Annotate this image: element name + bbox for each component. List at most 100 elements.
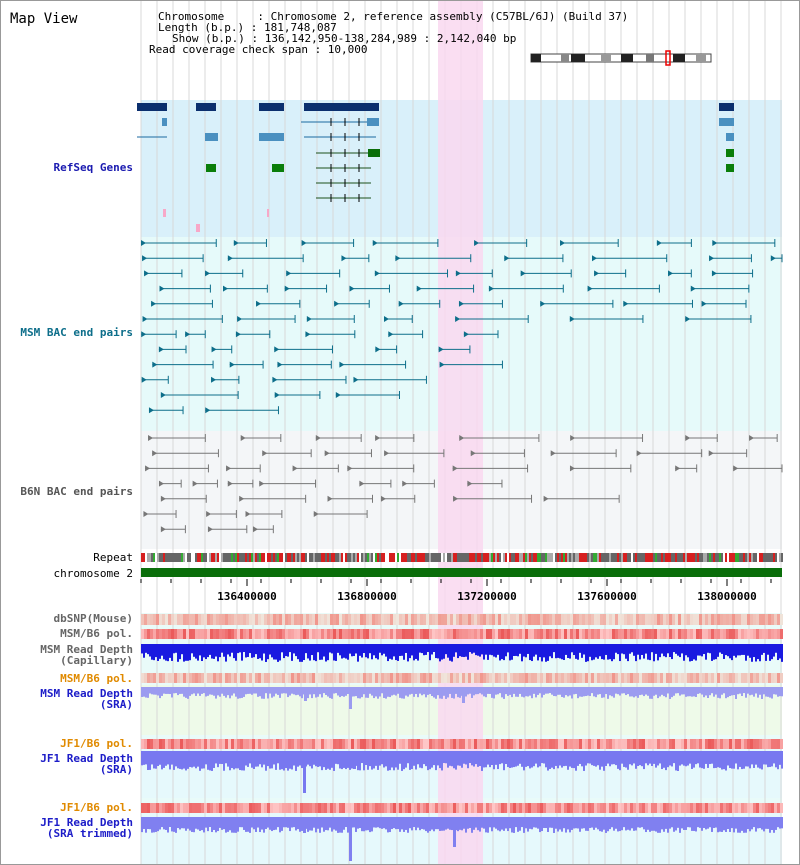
heat-cell — [678, 673, 681, 683]
repeat-block — [601, 553, 603, 562]
read-depth-bar — [185, 817, 187, 831]
read-depth-bar — [565, 687, 567, 696]
heat-cell — [336, 614, 339, 625]
bac-end-marker — [359, 480, 365, 487]
repeat-block — [339, 553, 341, 562]
read-depth-bar — [521, 687, 523, 697]
repeat-block — [193, 553, 195, 562]
heat-cell — [537, 673, 540, 683]
read-depth-bar — [715, 751, 717, 768]
heat-cell — [750, 739, 753, 749]
heat-cell — [189, 629, 192, 639]
read-depth-bar — [711, 644, 713, 661]
read-depth-bar — [725, 687, 727, 699]
read-depth-bar — [461, 644, 463, 657]
heat-cell — [477, 803, 480, 813]
read-depth-bar — [775, 644, 777, 653]
heat-cell — [327, 614, 330, 625]
heat-cell — [681, 673, 684, 683]
read-depth-bar — [483, 644, 485, 660]
read-depth-bar — [529, 751, 531, 769]
read-depth-bar — [479, 817, 481, 832]
heat-cell — [627, 739, 630, 749]
read-depth-bar — [403, 817, 405, 832]
heat-cell — [576, 614, 579, 625]
heat-cell — [342, 629, 345, 639]
read-depth-bar — [377, 687, 379, 699]
read-depth-bar — [195, 644, 197, 659]
bac-end-marker — [463, 331, 469, 338]
heat-cell — [714, 629, 717, 639]
heat-cell — [330, 614, 333, 625]
heat-cell — [156, 629, 159, 639]
heat-cell — [612, 739, 615, 749]
repeat-block — [263, 553, 265, 562]
read-depth-bar — [489, 687, 491, 694]
read-depth-bar — [313, 644, 315, 661]
read-depth-bar — [243, 751, 245, 771]
read-depth-bar — [451, 751, 453, 767]
heat-cell — [702, 739, 705, 749]
repeat-block — [483, 553, 485, 562]
repeat-block — [307, 553, 309, 562]
heat-cell — [267, 629, 270, 639]
bac-end-marker — [301, 240, 307, 246]
read-depth-bar — [625, 817, 627, 831]
heat-cell — [486, 673, 489, 683]
read-depth-bar — [413, 687, 415, 697]
heat-cell — [171, 673, 174, 683]
read-depth-bar — [539, 817, 541, 833]
read-depth-bar — [613, 644, 615, 660]
read-depth-bar — [761, 687, 763, 699]
heat-cell — [255, 614, 258, 625]
repeat-block — [359, 553, 361, 562]
heat-cell — [630, 803, 633, 813]
read-depth-bar — [407, 687, 409, 697]
read-depth-bar — [251, 644, 253, 658]
heat-cell — [492, 629, 495, 639]
heat-cell — [231, 673, 234, 683]
bac-end-marker — [160, 526, 166, 533]
heat-cell — [282, 629, 285, 639]
read-depth-bar — [663, 751, 665, 768]
heat-cell — [549, 803, 552, 813]
repeat-block — [231, 553, 233, 562]
read-depth-bar — [299, 644, 301, 662]
read-depth-bar — [397, 751, 399, 770]
heat-cell — [474, 673, 477, 683]
bac-end-marker — [245, 511, 251, 517]
read-depth-bar — [651, 751, 653, 767]
heat-cell — [309, 739, 312, 749]
heat-cell — [285, 614, 288, 625]
repeat-block — [413, 553, 415, 562]
read-depth-bar — [471, 644, 473, 654]
read-depth-bar — [759, 687, 761, 695]
read-depth-bar — [657, 751, 659, 766]
heat-cell — [471, 614, 474, 625]
repeat-block — [525, 553, 527, 562]
heat-cell — [690, 803, 693, 813]
read-depth-bar — [389, 644, 391, 659]
heat-cell — [156, 739, 159, 749]
read-depth-bar — [595, 644, 597, 658]
axis-tick-label: 136400000 — [217, 590, 277, 603]
read-depth-bar — [443, 687, 445, 696]
read-depth-bar — [321, 751, 323, 771]
repeat-block — [751, 553, 753, 562]
read-depth-bar — [243, 687, 245, 697]
heat-cell — [462, 673, 465, 683]
read-depth-bar — [701, 751, 703, 769]
read-depth-bar — [241, 817, 243, 828]
heat-cell — [378, 673, 381, 683]
read-depth-bar — [667, 687, 669, 694]
read-depth-bar — [345, 687, 347, 696]
read-depth-bar — [591, 751, 593, 766]
bac-end-marker — [770, 255, 776, 262]
heat-cell — [282, 614, 285, 625]
read-depth-bar — [633, 817, 635, 831]
read-depth-bar — [745, 687, 747, 698]
repeat-block — [517, 553, 519, 562]
heat-cell — [621, 803, 624, 813]
read-depth-bar — [267, 817, 269, 828]
repeat-block — [189, 553, 191, 562]
